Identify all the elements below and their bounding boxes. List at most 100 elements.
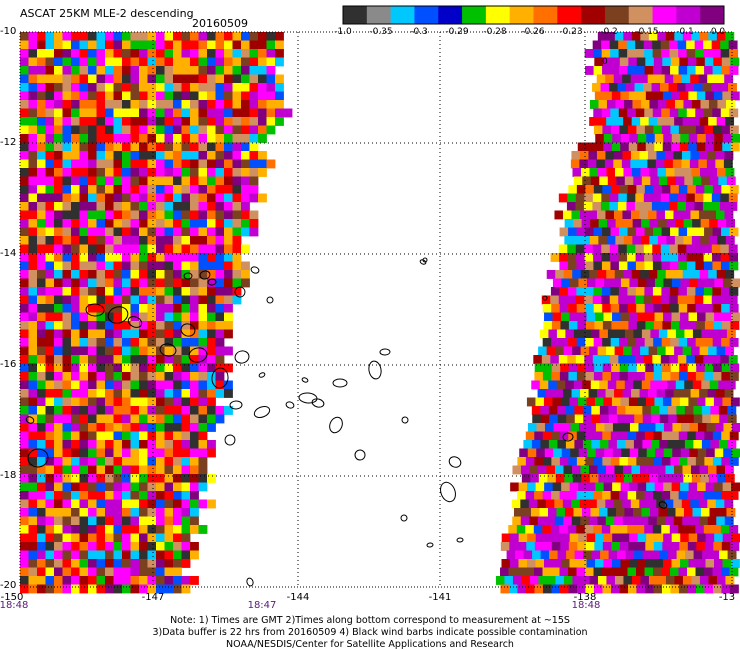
data-cell	[610, 287, 620, 296]
data-cell	[45, 491, 55, 500]
data-cell	[173, 270, 182, 279]
data-cell	[249, 32, 259, 41]
data-cell	[585, 567, 594, 577]
data-cell	[62, 423, 72, 432]
data-cell	[687, 542, 697, 551]
data-cell	[207, 304, 216, 313]
data-cell	[190, 431, 199, 441]
data-cell	[190, 151, 199, 160]
data-cell	[609, 202, 619, 211]
data-cell	[54, 117, 63, 126]
data-cell	[147, 329, 157, 339]
data-cell	[45, 125, 55, 135]
data-cell	[79, 32, 89, 41]
data-cell	[28, 329, 38, 339]
data-cell	[626, 202, 636, 211]
data-cell	[181, 176, 191, 186]
data-cell	[122, 100, 131, 109]
data-cell	[680, 448, 690, 458]
data-cell	[156, 363, 165, 373]
data-cell	[181, 168, 191, 177]
data-cell	[207, 321, 216, 330]
data-cell	[173, 465, 182, 475]
data-cell	[147, 372, 157, 381]
data-cell	[550, 287, 560, 296]
data-cell	[584, 244, 594, 254]
data-cell	[62, 372, 72, 381]
data-cell	[173, 134, 182, 143]
data-cell	[610, 66, 620, 75]
data-cell	[581, 219, 591, 228]
data-cell	[130, 559, 140, 568]
data-cell	[566, 202, 576, 211]
data-cell	[88, 210, 97, 220]
data-cell	[722, 142, 732, 152]
data-cell	[156, 32, 165, 41]
data-cell	[122, 151, 131, 160]
data-cell	[564, 474, 574, 483]
data-cell	[654, 397, 664, 407]
data-cell	[28, 83, 38, 92]
data-cell	[578, 482, 588, 492]
data-cell	[156, 295, 165, 305]
data-cell	[54, 423, 63, 432]
data-cell	[62, 270, 72, 279]
data-cell	[113, 142, 123, 152]
data-cell	[71, 516, 80, 526]
data-cell	[88, 49, 97, 58]
data-cell	[122, 295, 131, 305]
island-outline	[234, 286, 246, 298]
data-cell	[79, 338, 89, 347]
colorbar	[342, 5, 725, 25]
data-cell	[523, 550, 533, 560]
data-cell	[564, 236, 574, 245]
data-cell	[708, 474, 718, 483]
data-cell	[37, 576, 46, 585]
data-cell	[542, 304, 552, 313]
data-cell	[173, 278, 182, 288]
data-cell	[113, 261, 123, 271]
data-cell	[555, 270, 565, 279]
data-cells	[20, 32, 740, 594]
data-cell	[173, 576, 182, 585]
data-cell	[105, 151, 114, 160]
data-cell	[190, 142, 199, 152]
data-cell	[181, 270, 191, 279]
data-cell	[173, 100, 182, 109]
data-cell	[586, 142, 596, 152]
data-cell	[552, 482, 562, 492]
data-cell	[590, 508, 600, 517]
data-cell	[566, 550, 576, 560]
data-cell	[207, 380, 216, 390]
data-cell	[96, 227, 106, 237]
data-cell	[232, 244, 242, 254]
x-tick-label: -13	[718, 592, 736, 603]
data-cell	[614, 576, 624, 585]
data-cell	[164, 482, 174, 492]
data-cell	[241, 278, 250, 288]
data-cell	[618, 49, 628, 58]
data-cell	[173, 253, 182, 262]
data-cell	[517, 457, 527, 466]
data-cell	[249, 74, 259, 84]
colorbar-swatch	[652, 6, 677, 24]
data-cell	[241, 100, 250, 109]
data-cell	[695, 125, 705, 135]
data-cell	[20, 244, 29, 254]
data-cell	[573, 508, 583, 517]
data-cell	[712, 185, 722, 194]
data-cell	[20, 91, 29, 101]
data-cell	[198, 210, 208, 220]
data-cell	[636, 584, 646, 594]
data-cell	[581, 474, 591, 483]
data-cell	[695, 304, 705, 313]
data-cell	[670, 66, 679, 75]
data-cell	[37, 32, 46, 41]
data-cell	[79, 423, 89, 432]
data-cell	[587, 448, 597, 458]
data-cell	[173, 346, 182, 356]
data-cell	[669, 40, 679, 50]
data-cell	[79, 431, 89, 441]
data-cell	[122, 253, 131, 262]
data-cell	[173, 159, 182, 169]
